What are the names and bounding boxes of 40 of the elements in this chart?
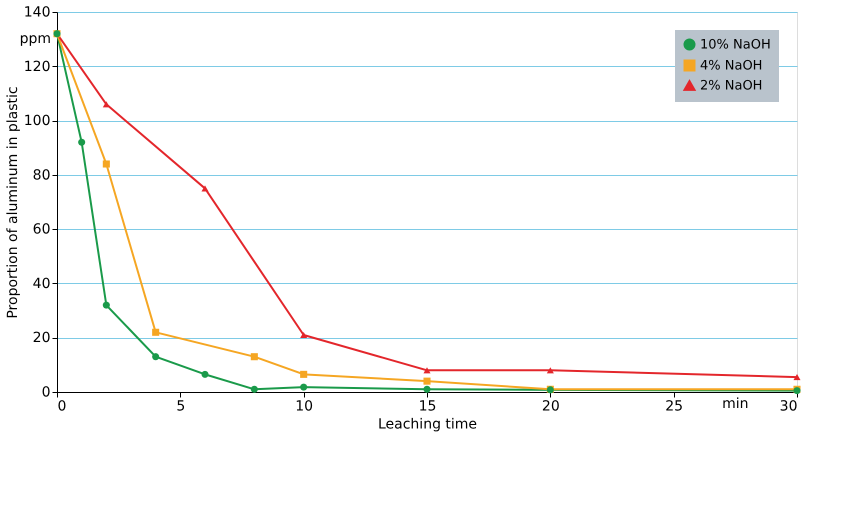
x-tick-label: 0	[58, 398, 66, 414]
point	[152, 328, 160, 336]
x-tick-label: 20	[542, 398, 560, 414]
point	[250, 386, 258, 393]
point	[250, 353, 258, 360]
x-tick-label: 15	[418, 398, 436, 414]
point	[78, 138, 86, 146]
x-tick-label: 5	[176, 398, 186, 414]
point	[423, 386, 431, 393]
text: min	[722, 396, 749, 412]
x-axis-title: Leaching time	[378, 416, 478, 432]
y-tick-label: 120	[24, 58, 50, 75]
x-tick-label: 25	[665, 398, 684, 414]
point	[793, 374, 801, 380]
point	[300, 384, 308, 391]
y-tick-label: 80	[32, 167, 50, 184]
y-tick-label: 0	[42, 384, 50, 400]
y-tick-label: 40	[32, 276, 50, 292]
point	[201, 185, 209, 192]
point	[102, 302, 110, 309]
x-tick-label: 10	[295, 398, 314, 414]
y-tick-label: 60	[32, 222, 50, 238]
text: ppm	[20, 31, 51, 48]
point	[300, 370, 308, 378]
point	[201, 370, 209, 378]
point	[152, 353, 160, 360]
legend-label: 2% NaOH	[700, 78, 762, 94]
y-axis-title: Proportion of aluminum in plastic	[4, 86, 21, 319]
y-tick-label: 100	[24, 113, 50, 130]
y-tick-label: 140	[24, 4, 50, 20]
point	[423, 378, 431, 385]
y-tick-label: 20	[32, 330, 50, 346]
legend-label: 10% NaOH	[700, 38, 771, 52]
point	[102, 160, 110, 168]
point	[423, 367, 431, 374]
x-tick-label: 30	[780, 398, 798, 414]
point	[102, 101, 110, 108]
point	[300, 332, 308, 338]
legend-label: 4% NaOH	[700, 58, 762, 74]
point	[546, 367, 554, 374]
